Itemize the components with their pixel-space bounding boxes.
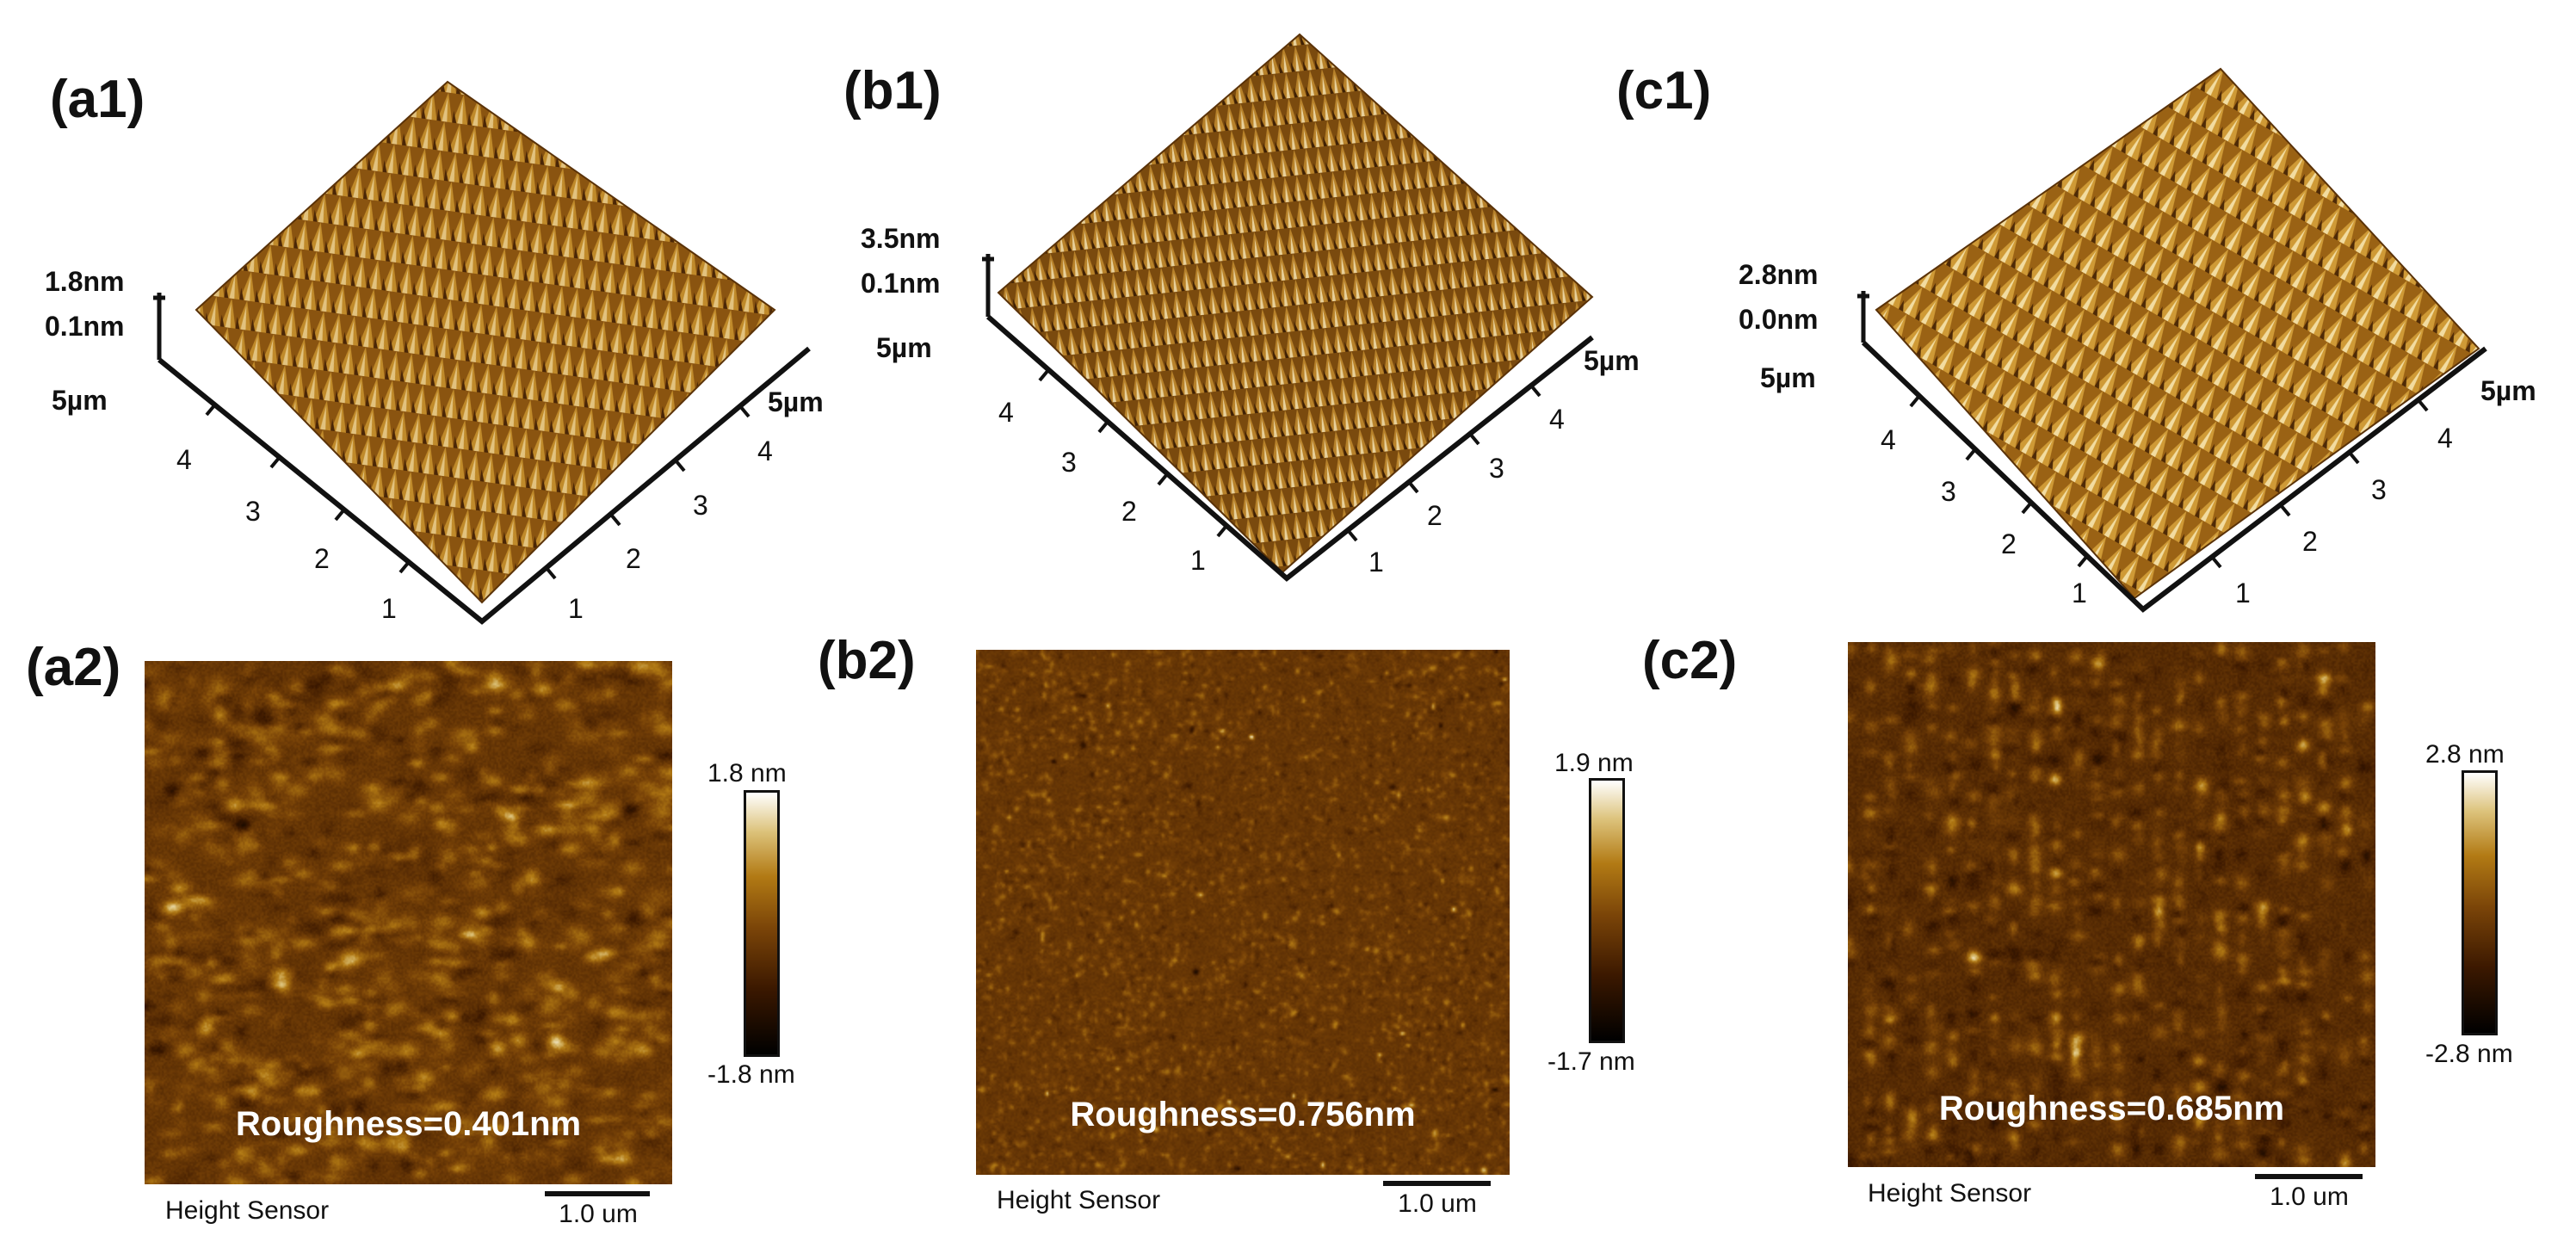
height-map-a2: Roughness=0.401nm bbox=[145, 661, 672, 1184]
b1-y-tick-4: 4 bbox=[998, 397, 1014, 428]
colorbar-a2 bbox=[744, 790, 780, 1057]
height-map-c2-canvas bbox=[1848, 642, 2375, 1167]
roughness-label-a2: Roughness=0.401nm bbox=[235, 1105, 582, 1143]
surface-3d-b1 bbox=[982, 33, 1594, 582]
a1-z-top-label: 1.8nm bbox=[45, 266, 124, 297]
a1-x-tick-1: 1 bbox=[568, 593, 584, 624]
height-map-c2: Roughness=0.685nm bbox=[1848, 642, 2375, 1167]
c1-y-tick-2: 2 bbox=[2001, 528, 2017, 559]
a1-y-max-label: 5µm bbox=[52, 385, 108, 416]
c1-y-tick-1: 1 bbox=[2072, 578, 2087, 608]
b1-x-tick-3: 3 bbox=[1489, 453, 1504, 484]
b1-y-tick-1: 1 bbox=[1190, 545, 1206, 576]
surface-3d-a1 bbox=[153, 80, 811, 625]
a1-z-bottom-label: 0.1nm bbox=[45, 311, 124, 342]
b1-y-tick-3: 3 bbox=[1061, 447, 1077, 478]
scale-bar-c2 bbox=[2255, 1174, 2363, 1179]
colorbar-min-a2: -1.8 nm bbox=[707, 1060, 795, 1089]
colorbar-max-c2: 2.8 nm bbox=[2425, 740, 2505, 769]
b1-z-bottom-label: 0.1nm bbox=[861, 268, 940, 299]
scale-bar-a2 bbox=[545, 1191, 650, 1196]
colorbar-b2 bbox=[1589, 778, 1625, 1043]
a1-x-tick-2: 2 bbox=[626, 543, 641, 574]
colorbar-max-b2: 1.9 nm bbox=[1554, 749, 1634, 777]
height-sensor-label-b2: Height Sensor bbox=[997, 1186, 1161, 1214]
roughness-label-c2: Roughness=0.685nm bbox=[1938, 1090, 2285, 1127]
colorbar-max-a2: 1.8 nm bbox=[707, 759, 787, 788]
b1-x-tick-1: 1 bbox=[1368, 547, 1384, 578]
height-sensor-label-a2: Height Sensor bbox=[165, 1196, 330, 1225]
roughness-label-b2: Roughness=0.756nm bbox=[1070, 1096, 1416, 1134]
c1-y-max-label: 5µm bbox=[1760, 362, 1816, 393]
scale-label-c2: 1.0 um bbox=[2270, 1183, 2349, 1211]
colorbar-c2 bbox=[2462, 770, 2498, 1035]
colorbar-min-b2: -1.7 nm bbox=[1547, 1047, 1635, 1076]
b1-x-tick-2: 2 bbox=[1427, 500, 1442, 531]
scale-label-b2: 1.0 um bbox=[1398, 1189, 1477, 1218]
c1-x-tick-2: 2 bbox=[2302, 526, 2318, 557]
c1-z-bottom-label: 0.0nm bbox=[1739, 304, 1818, 335]
c1-x-tick-4: 4 bbox=[2437, 423, 2453, 454]
panel-label-b2: (b2) bbox=[818, 631, 916, 690]
surface-3d-c1 bbox=[1857, 67, 2487, 613]
b1-y-tick-2: 2 bbox=[1121, 496, 1137, 527]
colorbar-min-c2: -2.8 nm bbox=[2425, 1040, 2513, 1068]
c1-x-tick-1: 1 bbox=[2235, 578, 2251, 608]
c1-y-tick-4: 4 bbox=[1881, 424, 1896, 455]
panel-label-c1: (c1) bbox=[1616, 61, 1712, 120]
a1-y-tick-2: 2 bbox=[314, 543, 330, 574]
b1-x-max-label: 5µm bbox=[1584, 345, 1640, 376]
height-map-b2: Roughness=0.756nm bbox=[976, 650, 1510, 1175]
b1-x-tick-4: 4 bbox=[1549, 404, 1565, 435]
c1-x-tick-3: 3 bbox=[2371, 474, 2387, 505]
c1-y-tick-3: 3 bbox=[1941, 476, 1956, 507]
a1-x-tick-3: 3 bbox=[693, 490, 708, 521]
panel-label-b1: (b1) bbox=[843, 61, 942, 120]
panel-label-a2: (a2) bbox=[26, 638, 121, 697]
b1-z-top-label: 3.5nm bbox=[861, 223, 940, 254]
panel-label-a1: (a1) bbox=[50, 70, 145, 129]
b1-y-max-label: 5µm bbox=[876, 332, 932, 363]
c1-x-max-label: 5µm bbox=[2480, 375, 2536, 406]
height-map-a2-canvas bbox=[145, 661, 672, 1184]
height-map-b2-canvas bbox=[976, 650, 1510, 1175]
height-sensor-label-c2: Height Sensor bbox=[1868, 1179, 2032, 1208]
c1-z-top-label: 2.8nm bbox=[1739, 259, 1818, 290]
a1-y-tick-1: 1 bbox=[381, 593, 397, 624]
scale-label-a2: 1.0 um bbox=[559, 1200, 638, 1228]
panel-label-c2: (c2) bbox=[1642, 631, 1738, 690]
a1-x-max-label: 5µm bbox=[768, 386, 824, 417]
scale-bar-b2 bbox=[1383, 1181, 1491, 1186]
a1-x-tick-4: 4 bbox=[757, 436, 773, 466]
a1-y-tick-3: 3 bbox=[245, 496, 261, 527]
a1-y-tick-4: 4 bbox=[176, 444, 192, 475]
